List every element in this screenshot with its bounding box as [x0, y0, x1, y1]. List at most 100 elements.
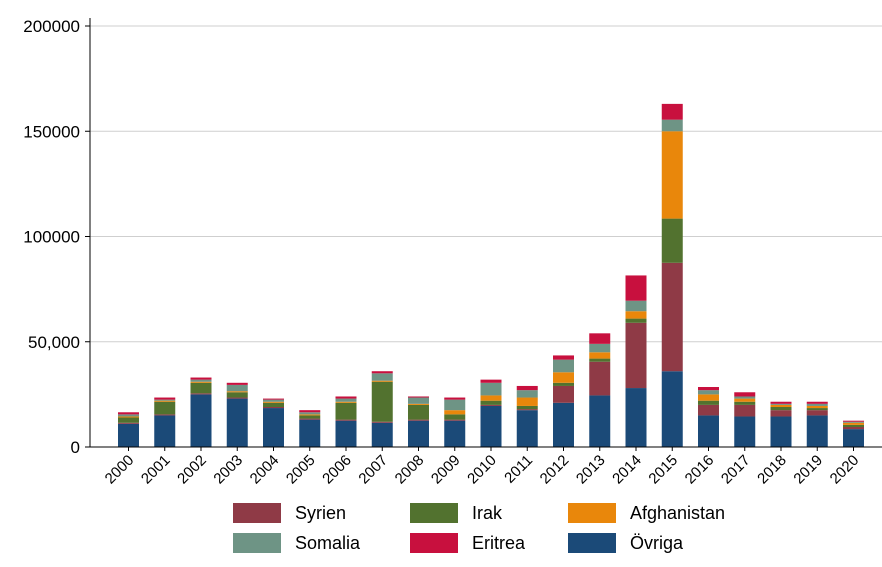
gridlines [90, 25, 882, 343]
bar-segment-eritrea-2002 [190, 377, 212, 380]
bar-segment-irak-2012 [553, 382, 574, 386]
x-tick-label: 2010 [464, 452, 500, 488]
x-tick-label: 2015 [645, 452, 681, 488]
bar-segment-irak-2004 [263, 402, 284, 408]
bar-segment-afghanistan-2020 [843, 422, 864, 425]
y-tick-label: 150000 [23, 122, 80, 141]
bar-segment-somalia-2007 [371, 373, 393, 381]
x-tick-label: 2007 [355, 452, 391, 488]
bar-segment-syrien-2001 [154, 414, 176, 416]
bar-segment-övriga-2007 [371, 422, 393, 447]
bar-segment-övriga-2014 [625, 388, 647, 447]
bar-segment-irak-2018 [770, 407, 792, 411]
bar-segment-afghanistan-2012 [553, 372, 574, 383]
bar-segment-afghanistan-2008 [408, 403, 429, 405]
bar-segment-eritrea-2004 [263, 398, 284, 400]
bar-segment-afghanistan-2011 [516, 397, 538, 406]
bar-segment-afghanistan-2010 [480, 395, 502, 401]
y-tick-label: 50,000 [28, 333, 80, 352]
bar-segment-irak-2003 [226, 392, 248, 398]
x-tick-label: 2017 [718, 452, 754, 488]
bar-segment-eritrea-2011 [516, 385, 538, 391]
x-tick-label: 2004 [247, 452, 283, 488]
bar-segment-eritrea-2013 [589, 333, 611, 344]
bar-segment-afghanistan-2013 [589, 352, 611, 359]
bar-segment-syrien-2007 [371, 421, 393, 423]
bar-segment-eritrea-2006 [335, 396, 357, 399]
bar-segment-syrien-2011 [516, 409, 538, 411]
x-tick-label: 2020 [827, 452, 863, 488]
bar-segment-irak-2020 [843, 424, 864, 428]
bar-segment-afghanistan-2015 [661, 131, 683, 219]
legend-swatch-irak [410, 503, 458, 523]
bar-segment-irak-2002 [190, 382, 212, 394]
bar-segment-eritrea-2005 [299, 410, 321, 413]
legend: Syrien Irak Afghanistan Somalia Eritrea Övrig… [233, 503, 725, 553]
bar-segment-syrien-2015 [661, 262, 683, 372]
bar-segment-eritrea-2020 [843, 420, 864, 422]
bar-segment-irak-2016 [698, 400, 719, 405]
x-tick-label: 2002 [174, 452, 210, 488]
legend-label-irak: Irak [472, 503, 503, 523]
bar-segment-övriga-2008 [408, 420, 429, 447]
bar-segment-eritrea-2000 [118, 412, 139, 415]
bar-segment-övriga-2011 [516, 410, 538, 447]
x-tick-label: 2019 [790, 452, 826, 488]
x-tick-label: 2003 [210, 452, 246, 488]
bar-segment-somalia-2002 [190, 379, 212, 382]
bar-segment-eritrea-2017 [734, 392, 756, 397]
bar-segment-syrien-2020 [843, 427, 864, 430]
x-tick-label: 2018 [754, 452, 790, 488]
x-tick-label: 2013 [573, 452, 609, 488]
bar-segment-irak-2006 [335, 402, 357, 420]
bar-segment-somalia-2012 [553, 359, 574, 373]
bar-segment-syrien-2000 [118, 422, 139, 424]
y-tick-label: 0 [71, 438, 80, 457]
bar-segment-irak-2011 [516, 405, 538, 410]
bar-segment-afghanistan-2009 [444, 410, 466, 415]
bar-segment-somalia-2020 [843, 421, 864, 423]
bar-segment-övriga-2015 [661, 371, 683, 447]
bar-segment-syrien-2016 [698, 404, 719, 416]
bar-segment-övriga-2020 [843, 429, 864, 447]
x-tick-label: 2001 [138, 452, 174, 488]
bar-segment-övriga-2002 [190, 394, 212, 447]
bar-segment-syrien-2006 [335, 419, 357, 421]
legend-label-eritrea: Eritrea [472, 533, 526, 553]
bar-segment-övriga-2009 [444, 420, 466, 447]
bar-segment-syrien-2018 [770, 410, 792, 417]
bar-segment-somalia-2003 [226, 384, 248, 392]
bar-segment-syrien-2013 [589, 361, 611, 396]
bar-segment-somalia-2009 [444, 399, 466, 411]
bar-segment-övriga-2012 [553, 402, 574, 447]
bar-segment-afghanistan-2004 [263, 401, 284, 403]
bar-segment-afghanistan-2017 [734, 398, 756, 402]
bar-segment-somalia-2004 [263, 399, 284, 402]
x-tick-label: 2014 [609, 452, 645, 488]
bar-segment-övriga-2005 [299, 419, 321, 447]
bar-segment-afghanistan-2006 [335, 401, 357, 403]
bar-segment-eritrea-2016 [698, 387, 719, 391]
bar-segment-eritrea-2008 [408, 396, 429, 398]
bar-segment-irak-2013 [589, 358, 611, 362]
x-tick-label: 2008 [392, 452, 428, 488]
bar-segment-eritrea-2014 [625, 275, 647, 301]
bar-segment-övriga-2010 [480, 405, 502, 447]
x-tick-label: 2009 [428, 452, 464, 488]
legend-swatch-övriga [568, 533, 616, 553]
bar-segment-eritrea-2001 [154, 397, 176, 400]
bar-segment-afghanistan-2000 [118, 416, 139, 418]
bar-segment-syrien-2014 [625, 322, 647, 389]
bars [118, 103, 864, 447]
legend-swatch-syrien [233, 503, 281, 523]
bar-segment-syrien-2004 [263, 407, 284, 409]
axes [89, 18, 882, 448]
bar-segment-afghanistan-2002 [190, 381, 212, 383]
bar-segment-irak-2019 [806, 408, 828, 411]
bar-segment-somalia-2006 [335, 398, 357, 402]
bar-segment-somalia-2019 [806, 403, 828, 406]
x-tick-label: 2006 [319, 452, 355, 488]
legend-swatch-somalia [233, 533, 281, 553]
bar-segment-afghanistan-2003 [226, 391, 248, 393]
bar-segment-syrien-2019 [806, 410, 828, 416]
